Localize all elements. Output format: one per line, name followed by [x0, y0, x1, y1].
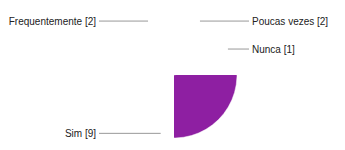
slice-label: Sim [9] [65, 128, 96, 139]
slice-label: Nunca [1] [252, 44, 295, 55]
chart: Poucas vezes [2] Nunca [1] Sim [9] Frequent… [0, 0, 345, 150]
leader-line [228, 49, 249, 50]
pie-slice [174, 75, 237, 138]
leader-line [200, 21, 249, 22]
labels: Poucas vezes [2] Nunca [1] Sim [9] Frequent… [9, 16, 329, 139]
leader-line [99, 133, 161, 134]
slice-label: Frequentemente [2] [9, 16, 96, 27]
slices [174, 75, 237, 138]
leader-line [99, 21, 148, 22]
slice-label: Poucas vezes [2] [252, 16, 328, 27]
